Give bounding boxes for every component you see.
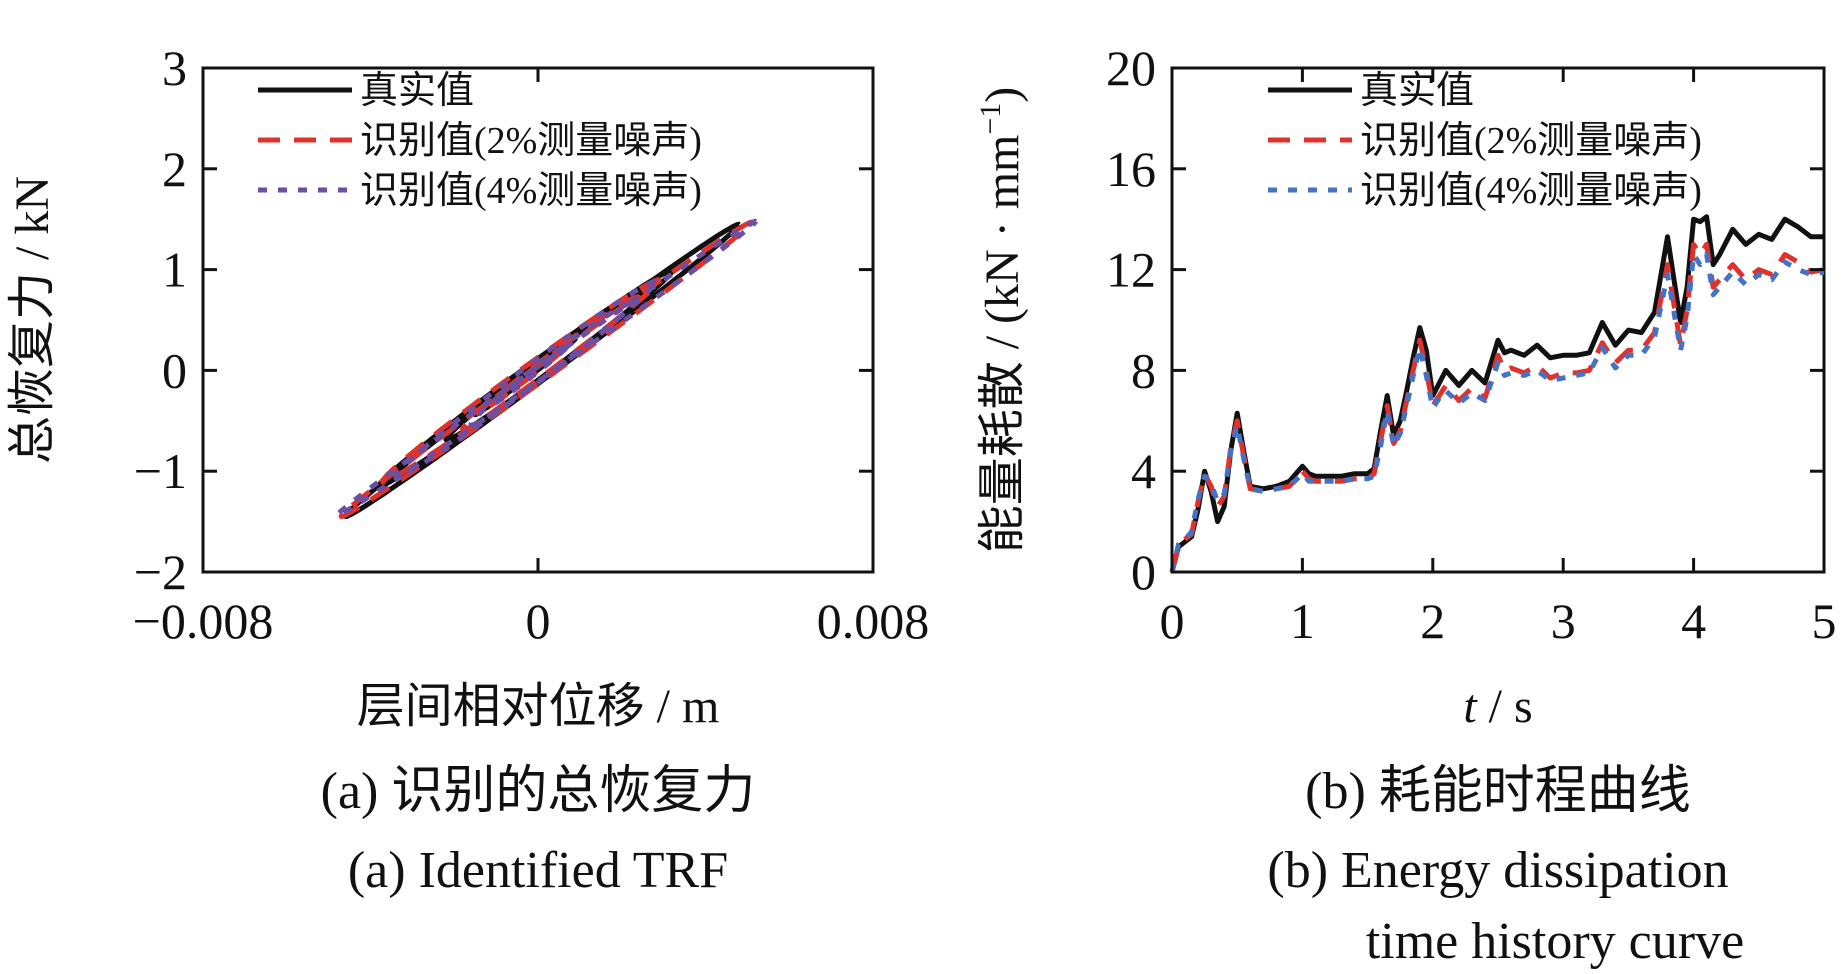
chart-a-xlabel: 层间相对位移 / m: [357, 680, 720, 733]
chart-b-legend-label-1: 真实值: [1360, 70, 1474, 112]
chart-b-ylabel: 能量耗散 / (kN · mm−1): [974, 87, 1029, 554]
chart-a-caption-en: (a) Identified TRF: [348, 842, 728, 899]
chart-b-caption-en-line1: (b) Energy dissipation: [1267, 842, 1728, 899]
chart-a-ytick-label: 1: [162, 242, 187, 298]
chart-b-ylabel-sup: −1: [974, 103, 1007, 135]
chart-a-ytick-label: 0: [162, 342, 187, 398]
chart-b-xtick-label: 0: [1160, 593, 1185, 649]
chart-b-xlabel-var: t: [1463, 680, 1478, 733]
chart-b-caption-cn: (b) 耗能时程曲线: [1305, 763, 1691, 820]
chart-b-legend-label-2: 识别值(2%测量噪声): [1360, 120, 1702, 162]
chart-b-series-2-line: [1169, 241, 1825, 573]
chart-a-ytick-label: 3: [162, 40, 187, 96]
chart-a-ticks: −0.008 0 0.008 3 2 1 0 −1 −2: [133, 40, 930, 649]
chart-a-caption-cn: (a) 识别的总恢复力: [321, 763, 756, 820]
chart-b-ylabel-main: 能量耗散 / (kN · mm: [976, 135, 1029, 554]
chart-b-xtick-label: 1: [1290, 593, 1315, 649]
chart-a-ytick-label: 2: [162, 141, 187, 197]
chart-b-ytick-label: 8: [1131, 342, 1156, 398]
chart-b-plot-frame: [1170, 66, 1826, 574]
chart-a-xtick-label: 0.008: [817, 593, 930, 649]
chart-b-xtick-label: 2: [1420, 593, 1445, 649]
chart-a-xtick-label: 0: [526, 593, 551, 649]
chart-b-series-3-line: [1169, 252, 1825, 573]
chart-b-ytick-label: 12: [1106, 242, 1156, 298]
chart-b-xlabel: t / s: [1463, 680, 1532, 733]
chart-a-series-2-line: [338, 219, 754, 520]
chart-a-lines: [334, 218, 759, 520]
chart-a-ytick-label: −2: [134, 544, 187, 600]
chart-b-ytick-label: 20: [1106, 40, 1156, 96]
chart-b-ytick-label: 16: [1106, 141, 1156, 197]
chart-b-lines: [1169, 214, 1825, 573]
chart-a-legend-label-2: 识别值(2%测量噪声): [360, 120, 702, 162]
chart-b-ytick-label: 4: [1131, 443, 1156, 499]
chart-a-legend-label-3: 识别值(4%测量噪声): [360, 170, 702, 212]
chart-b-ytick-label: 0: [1131, 544, 1156, 600]
chart-a-series-3-line: [334, 218, 759, 519]
chart-b-xtick-label: 4: [1681, 593, 1706, 649]
chart-a-legend-label-1: 真实值: [360, 70, 474, 112]
chart-b-xtick-label: 5: [1812, 593, 1837, 649]
chart-b-xtick-label: 3: [1551, 593, 1576, 649]
chart-b-xlabel-unit: / s: [1477, 680, 1533, 733]
chart-a-xtick-label: −0.008: [133, 593, 274, 649]
chart-a-ylabel: 总恢复力 / kN: [6, 176, 59, 464]
chart-b-caption-en-line2: time history curve: [1366, 913, 1744, 970]
chart-b-series-1-line: [1169, 214, 1824, 573]
chart-b-ylabel-close: ): [976, 87, 1029, 103]
chart-b-legend-label-3: 识别值(4%测量噪声): [1360, 170, 1702, 212]
chart-a-ytick-label: −1: [134, 443, 187, 499]
